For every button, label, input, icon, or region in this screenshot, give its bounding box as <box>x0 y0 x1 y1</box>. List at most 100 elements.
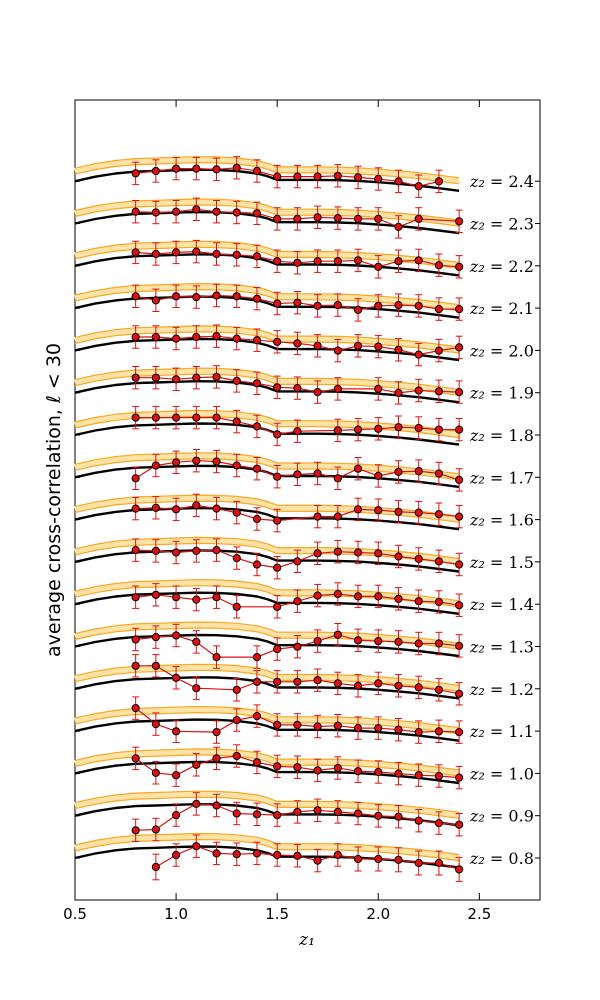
data-point <box>414 728 423 737</box>
data-point <box>374 342 383 351</box>
data-point <box>333 807 342 817</box>
panel-2.2: z₂ = 2.2 <box>74 239 540 279</box>
data-point <box>353 809 363 818</box>
data-point <box>434 727 444 736</box>
data-point <box>455 820 464 829</box>
data-point <box>131 704 140 713</box>
data-point <box>192 413 201 422</box>
data-point <box>374 384 383 393</box>
data-point <box>414 350 423 359</box>
series-label-prefix: z₂ = <box>469 341 508 360</box>
data-point <box>434 177 444 186</box>
theory-band-lower <box>74 500 460 523</box>
data-point <box>273 383 282 392</box>
panel-0.9: z₂ = 0.9 <box>74 790 540 842</box>
data-point <box>374 854 383 864</box>
data-point <box>434 771 444 781</box>
data-line <box>135 665 460 695</box>
data-point <box>455 728 464 737</box>
data-point <box>273 811 282 820</box>
data-point <box>353 505 363 514</box>
series-label: z₂ = 1.4 <box>469 595 534 614</box>
data-point <box>333 171 342 180</box>
data-point <box>414 423 423 433</box>
data-point <box>192 684 201 693</box>
theory-band-lower <box>74 796 460 819</box>
data-point <box>353 681 363 690</box>
data-point <box>293 807 302 817</box>
data-point <box>353 341 363 350</box>
data-point <box>273 677 282 686</box>
series-label: z₂ = 1.8 <box>469 426 534 445</box>
data-point <box>252 849 262 858</box>
data-point <box>313 301 322 310</box>
data-point <box>434 639 444 648</box>
data-point <box>171 505 181 514</box>
data-point <box>293 172 302 181</box>
data-point <box>394 301 403 310</box>
y-axis-label: average cross-correlation, ℓ < 30 <box>43 343 65 657</box>
data-point <box>252 677 262 686</box>
data-point <box>394 594 403 603</box>
data-point <box>455 388 464 397</box>
data-point <box>192 501 201 510</box>
data-point <box>353 636 363 645</box>
theory-curve <box>74 210 460 235</box>
data-point <box>171 292 181 301</box>
x-tick-label: 2.0 <box>366 905 390 923</box>
data-point <box>131 593 140 602</box>
data-point <box>394 345 403 354</box>
theory-band-lower <box>74 246 460 269</box>
theory-band-lower <box>74 288 460 312</box>
data-point <box>232 716 241 725</box>
data-point <box>212 332 221 341</box>
data-point <box>151 296 160 305</box>
data-point <box>131 546 140 555</box>
data-point <box>455 560 464 569</box>
theory-band-fill <box>74 156 460 185</box>
data-point <box>171 413 181 422</box>
data-point <box>232 250 241 259</box>
data-point <box>232 685 241 694</box>
theory-band-fill <box>74 706 460 735</box>
data-point <box>151 373 160 382</box>
theory-curve <box>74 549 460 573</box>
data-point <box>313 676 322 685</box>
panel-1.6: z₂ = 1.6 <box>74 493 540 533</box>
theory-curve <box>74 253 460 277</box>
data-point <box>232 292 241 301</box>
panel-1.5: z₂ = 1.5 <box>74 536 540 580</box>
panel-1.9: z₂ = 1.9 <box>74 365 540 405</box>
series-label-value: 2.1 <box>508 299 533 318</box>
data-point <box>232 751 241 761</box>
panel-1.3: z₂ = 1.3 <box>74 621 540 669</box>
data-point <box>394 681 403 690</box>
data-point <box>151 768 160 777</box>
data-point <box>293 470 302 479</box>
panel-1.0: z₂ = 1.0 <box>74 744 540 790</box>
data-point <box>333 547 342 556</box>
data-point <box>455 262 464 271</box>
data-point <box>171 727 181 736</box>
data-point <box>333 301 342 310</box>
theory-band-fill <box>74 452 460 481</box>
data-point <box>232 334 241 343</box>
theory-band-lower <box>74 838 460 862</box>
data-line <box>135 504 460 522</box>
data-point <box>192 546 201 556</box>
series-label-prefix: z₂ = <box>469 215 508 234</box>
series-label: z₂ = 0.9 <box>469 807 534 826</box>
data-point <box>171 673 181 682</box>
data-point <box>434 387 444 396</box>
data-point <box>434 557 444 566</box>
panel-1.2: z₂ = 1.2 <box>74 654 540 706</box>
series-label-value: 1.3 <box>508 638 533 657</box>
data-point <box>171 548 181 557</box>
data-point <box>273 257 282 266</box>
data-point <box>192 247 201 256</box>
theory-band-fill <box>74 283 460 312</box>
data-point <box>414 816 423 825</box>
data-point <box>273 762 282 771</box>
series-label-prefix: z₂ = <box>469 426 508 445</box>
data-point <box>131 248 140 257</box>
